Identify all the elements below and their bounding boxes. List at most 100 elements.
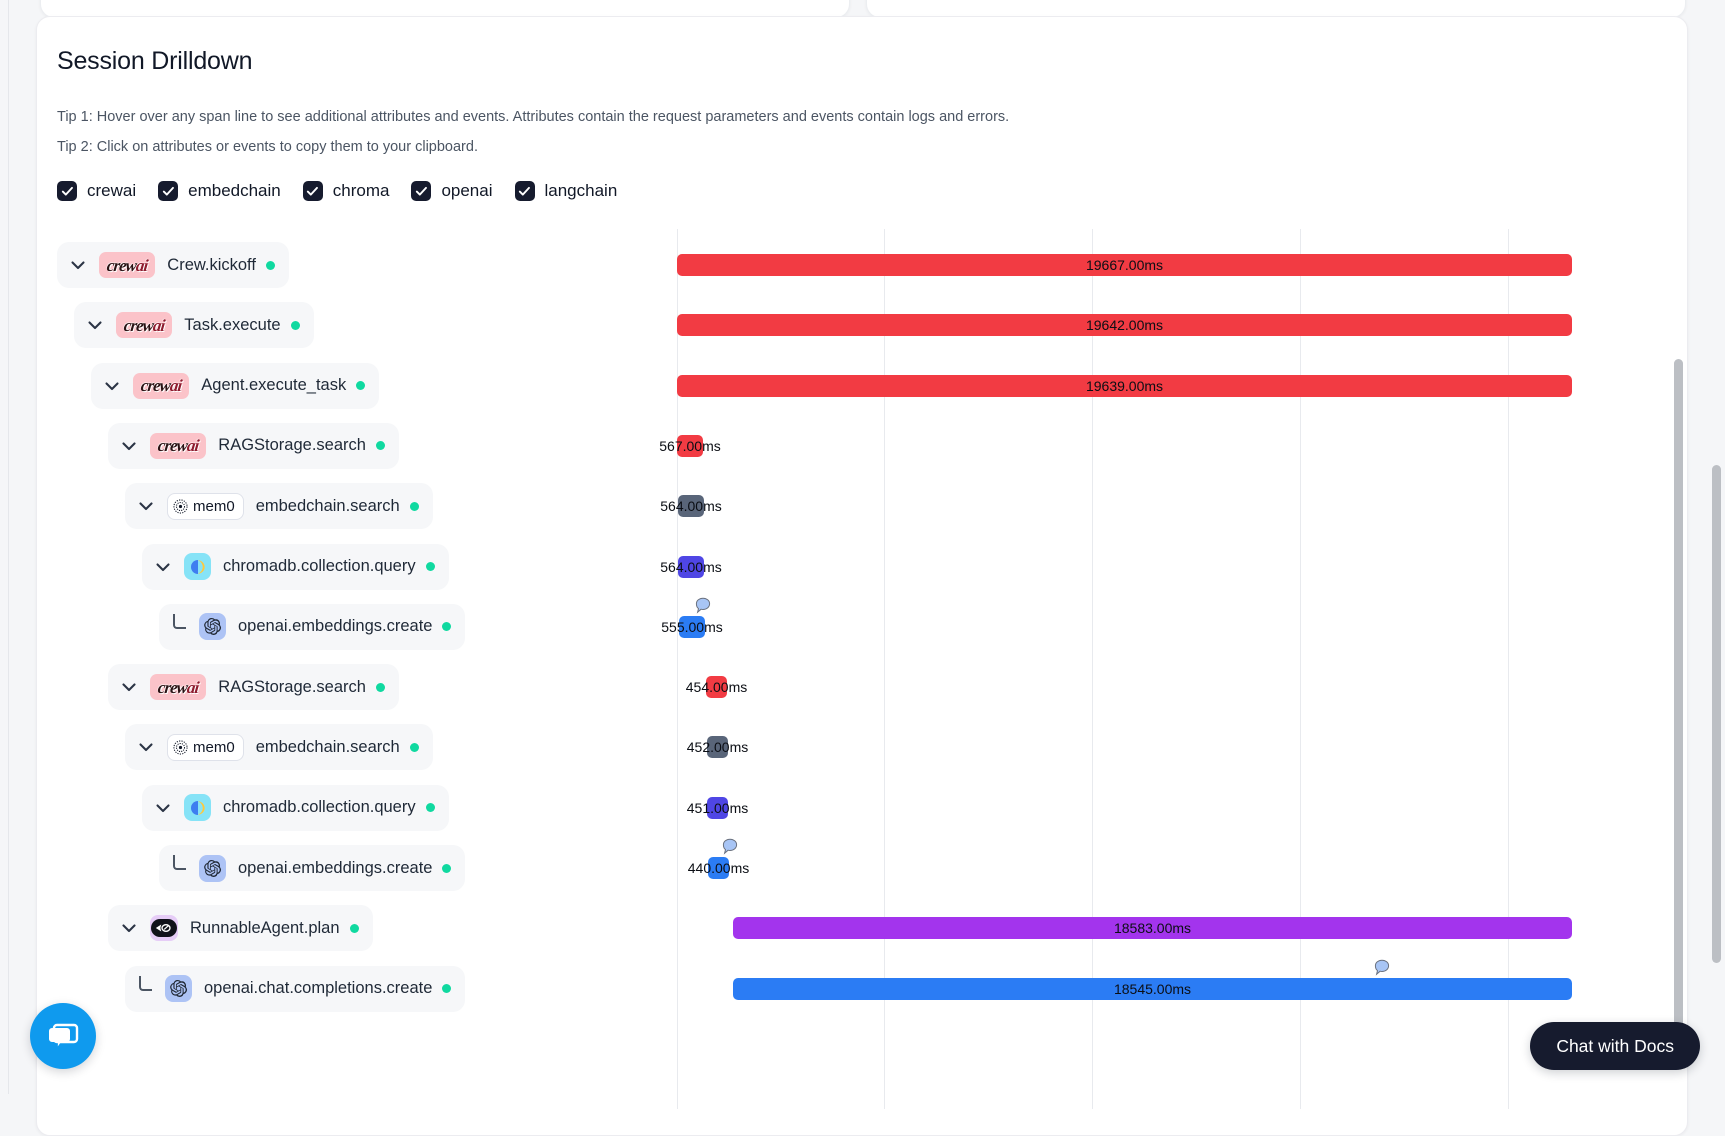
- page-scrollbar[interactable]: [1712, 465, 1721, 963]
- span-duration-label: 440.00ms: [687, 860, 750, 876]
- span-row[interactable]: openai.embeddings.create: [159, 845, 466, 891]
- span-bar[interactable]: 452.00ms: [687, 736, 748, 759]
- status-badge: [356, 381, 366, 391]
- timeline-row: 19639.00ms: [657, 363, 1669, 409]
- filter-label: chroma: [332, 181, 390, 200]
- span-name: embedchain.search: [255, 496, 400, 515]
- span-bar[interactable]: 564.00ms: [660, 495, 722, 518]
- span-row[interactable]: crewai Agent.execute_task: [91, 362, 380, 409]
- tree-corner-icon: [135, 975, 157, 1000]
- chevron-down-icon[interactable]: [84, 314, 106, 336]
- span-row[interactable]: openai.chat.completions.create: [125, 965, 466, 1012]
- timeline-gridline: [677, 229, 678, 1109]
- span-bar[interactable]: 18545.00ms: [733, 977, 1572, 1000]
- timeline-scrollbar[interactable]: [1674, 359, 1683, 1059]
- chat-with-docs-button[interactable]: Chat with Docs: [1530, 1022, 1700, 1070]
- checkbox-crewai[interactable]: [57, 181, 77, 201]
- chevron-down-icon[interactable]: [152, 556, 174, 578]
- chevron-down-icon[interactable]: [118, 435, 140, 457]
- chevron-down-icon[interactable]: [135, 495, 157, 517]
- page-left-edge: [0, 0, 9, 1094]
- span-bar[interactable]: 19639.00ms: [677, 374, 1572, 397]
- filter-label: embedchain: [188, 181, 281, 200]
- span-bar[interactable]: 564.00ms: [660, 555, 722, 578]
- chevron-down-icon[interactable]: [135, 736, 157, 758]
- span-timeline: 19667.00ms 19642.00ms 19639.00ms 567.00ms 56…: [657, 229, 1669, 1109]
- span-name: chromadb.collection.query: [223, 557, 416, 575]
- chevron-down-icon[interactable]: [118, 917, 140, 939]
- page-title: Session Drilldown: [57, 47, 253, 75]
- session-drilldown-card: Session Drilldown Tip 1: Hover over any …: [36, 16, 1688, 1136]
- span-bar[interactable]: 451.00ms: [687, 796, 748, 819]
- span-name: Agent.execute_task: [201, 376, 347, 395]
- span-bar[interactable]: 19667.00ms: [677, 254, 1572, 276]
- span-bar[interactable]: 567.00ms: [659, 434, 721, 457]
- status-badge: [409, 742, 419, 752]
- chevron-down-icon[interactable]: [118, 676, 140, 698]
- timeline-row: 452.00ms: [657, 724, 1669, 770]
- checkbox-embedchain[interactable]: [158, 181, 179, 201]
- check-icon: [61, 186, 73, 196]
- checkbox-langchain[interactable]: [514, 181, 535, 201]
- span-duration-label: 567.00ms: [659, 437, 721, 454]
- span-bar[interactable]: 440.00ms: [688, 857, 749, 879]
- span-name: chromadb.collection.query: [223, 798, 416, 817]
- span-name: RunnableAgent.plan: [190, 918, 340, 937]
- timeline-gridline: [1508, 229, 1509, 1109]
- span-bar[interactable]: 19642.00ms: [677, 314, 1572, 337]
- event-marker-icon[interactable]: [721, 838, 739, 855]
- span-name: RAGStorage.search: [218, 677, 366, 696]
- span-row[interactable]: mem0 embedchain.search: [125, 724, 433, 771]
- filter-item-openai[interactable]: openai: [411, 181, 493, 201]
- vendor-badge-crewai: crewai: [99, 252, 156, 278]
- timeline-row: 567.00ms: [657, 423, 1669, 469]
- status-badge: [442, 863, 452, 873]
- span-name: Crew.kickoff: [167, 255, 256, 274]
- filter-item-crewai[interactable]: crewai: [57, 181, 136, 201]
- chevron-down-icon[interactable]: [67, 254, 89, 276]
- span-row[interactable]: crewai Crew.kickoff: [57, 242, 289, 288]
- vendor-badge-crewai: crewai: [150, 432, 207, 459]
- span-row[interactable]: crewai RAGStorage.search: [108, 422, 399, 469]
- span-bar[interactable]: 18583.00ms: [733, 917, 1572, 940]
- span-duration-label: 19639.00ms: [1085, 377, 1164, 394]
- chevron-down-icon[interactable]: [101, 375, 123, 397]
- span-name: Task.execute: [184, 315, 281, 334]
- timeline-gridline: [1092, 229, 1093, 1109]
- span-row[interactable]: crewai Task.execute: [74, 302, 314, 349]
- event-marker-icon[interactable]: [1373, 959, 1391, 976]
- timeline-row: 19667.00ms: [657, 242, 1669, 288]
- chroma-logo-icon: [190, 559, 205, 574]
- mem0-label: mem0: [193, 738, 235, 756]
- filter-item-embedchain[interactable]: embedchain: [158, 181, 281, 201]
- span-row[interactable]: RunnableAgent.plan: [108, 905, 373, 952]
- span-name: openai.embeddings.create: [238, 617, 433, 636]
- vendor-badge-openai: [199, 613, 226, 641]
- openai-logo-icon: [204, 859, 221, 877]
- vendor-badge-langchain: [150, 915, 178, 942]
- filter-item-langchain[interactable]: langchain: [514, 181, 617, 201]
- filter-label: openai: [441, 181, 493, 200]
- vendor-badge-openai: [165, 975, 192, 1003]
- span-row[interactable]: chromadb.collection.query: [142, 784, 449, 831]
- span-row[interactable]: crewai RAGStorage.search: [108, 664, 399, 711]
- span-name: RAGStorage.search: [218, 436, 366, 455]
- chevron-down-icon[interactable]: [152, 797, 174, 819]
- span-bar[interactable]: 555.00ms: [661, 615, 723, 638]
- tree-corner-icon: [169, 855, 191, 879]
- span-row[interactable]: chromadb.collection.query: [142, 543, 449, 590]
- span-row[interactable]: openai.embeddings.create: [159, 603, 466, 650]
- span-waterfall: crewai Crew.kickoff crewai Task.execute crew…: [57, 229, 1683, 1109]
- span-row[interactable]: mem0 embedchain.search: [125, 483, 433, 530]
- mem0-label: mem0: [193, 497, 235, 515]
- checkbox-openai[interactable]: [411, 181, 432, 201]
- span-bar[interactable]: 454.00ms: [686, 676, 747, 699]
- event-marker-icon[interactable]: [694, 597, 712, 614]
- tip-1-text: Tip 1: Hover over any span line to see a…: [57, 109, 1010, 125]
- filter-item-chroma[interactable]: chroma: [302, 181, 390, 201]
- timeline-row: 19642.00ms: [657, 302, 1669, 348]
- mem0-logo-icon: [173, 499, 188, 514]
- timeline-row: 564.00ms: [657, 544, 1669, 590]
- checkbox-chroma[interactable]: [302, 181, 323, 201]
- chat-widget-button[interactable]: [30, 1003, 96, 1069]
